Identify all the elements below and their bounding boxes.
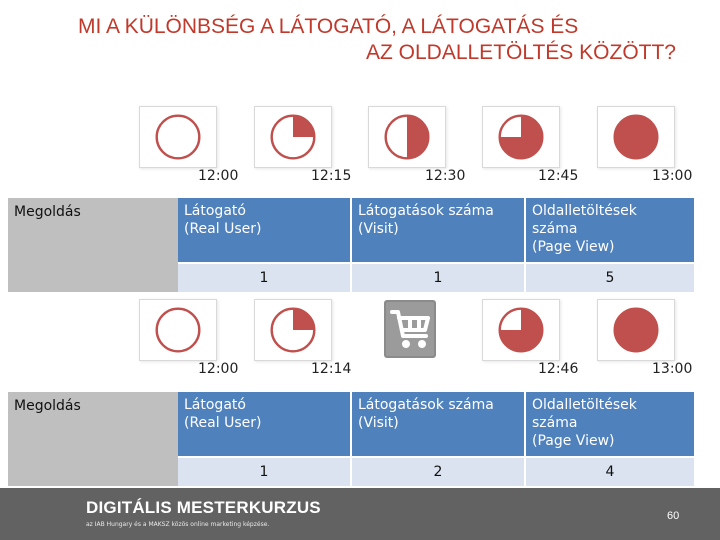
header-line: Látogatások száma [358,397,494,413]
pie-card-1200 [139,299,217,361]
time-label: 12:15 [311,168,352,184]
time-label: 12:30 [425,168,466,184]
pie-card-1300 [597,299,675,361]
header-pageviews: Oldalletöltések száma (Page View) [526,392,694,456]
page-number: 60 [667,510,680,522]
pie-card-1215 [254,106,332,168]
brand-logo-text: DIGITÁLIS MESTERKURZUS [86,498,321,517]
pie-ring [155,307,201,353]
pie-card-1230 [368,106,446,168]
header-pageviews: Oldalletöltések száma (Page View) [526,198,694,262]
clock-pie-icon [155,114,201,160]
footer-bar [0,488,720,540]
pie-ring [155,114,201,160]
header-visits: Látogatások száma (Visit) [352,392,524,456]
title-line-2: AZ OLDALLETÖLTÉS KÖZÖTT? [365,41,676,64]
clock-pie-icon [384,114,430,160]
header-line: Oldalletöltések [532,397,637,413]
header-line: (Real User) [184,415,262,431]
header-line: Látogató [184,203,246,219]
pie-slice [407,115,429,159]
header-line: Oldalletöltések [532,203,637,219]
header-line: száma [532,221,578,237]
header-line: (Page View) [532,239,615,255]
title-line-1: MI A KÜLÖNBSÉG A LÁTOGATÓ, A LÁTOGATÁS É… [78,15,579,38]
value-pageviews: 5 [526,264,694,292]
pie-card-1200 [139,106,217,168]
clock-pie-icon [613,307,659,353]
pie-card-1214 [254,299,332,361]
pie-slice [499,115,543,159]
clock-pie-icon [155,307,201,353]
pie-card-1246 [482,299,560,361]
pie-slice [614,308,658,352]
header-visitor: Látogató (Real User) [178,392,350,456]
time-label: 12:00 [198,361,239,377]
header-line: (Page View) [532,433,615,449]
slide-title: MI A KÜLÖNBSÉG A LÁTOGATÓ, A LÁTOGATÁS É… [60,14,676,66]
pie-slice [614,115,658,159]
solution-label: Megoldás [8,198,178,292]
value-visits: 2 [352,458,524,486]
clock-pie-icon [498,307,544,353]
brand-subtitle: az IAB Hungary és a MAKSZ közös online m… [86,521,270,528]
clock-pie-icon [613,114,659,160]
pie-slice [293,115,315,137]
time-label: 13:00 [652,168,693,184]
header-visits: Látogatások száma (Visit) [352,198,524,262]
header-line: Látogató [184,397,246,413]
pie-card-1245 [482,106,560,168]
time-label: 12:00 [198,168,239,184]
time-label: 13:00 [652,361,693,377]
pie-card-1300 [597,106,675,168]
header-line: Látogatások száma [358,203,494,219]
time-label: 12:45 [538,168,579,184]
value-pageviews: 4 [526,458,694,486]
clock-pie-icon [270,114,316,160]
clock-pie-icon [498,114,544,160]
header-line: száma [532,415,578,431]
time-label: 12:14 [311,361,352,377]
pie-slice [293,308,315,330]
header-line: (Visit) [358,221,399,237]
value-visits: 1 [352,264,524,292]
header-visitor: Látogató (Real User) [178,198,350,262]
cart-svg [384,300,436,358]
pie-slice [499,308,543,352]
solution-label: Megoldás [8,392,178,486]
header-line: (Visit) [358,415,399,431]
shopping-cart-icon [384,298,436,360]
header-line: (Real User) [184,221,262,237]
value-visitor: 1 [178,458,350,486]
clock-pie-icon [270,307,316,353]
value-visitor: 1 [178,264,350,292]
time-label: 12:46 [538,361,579,377]
